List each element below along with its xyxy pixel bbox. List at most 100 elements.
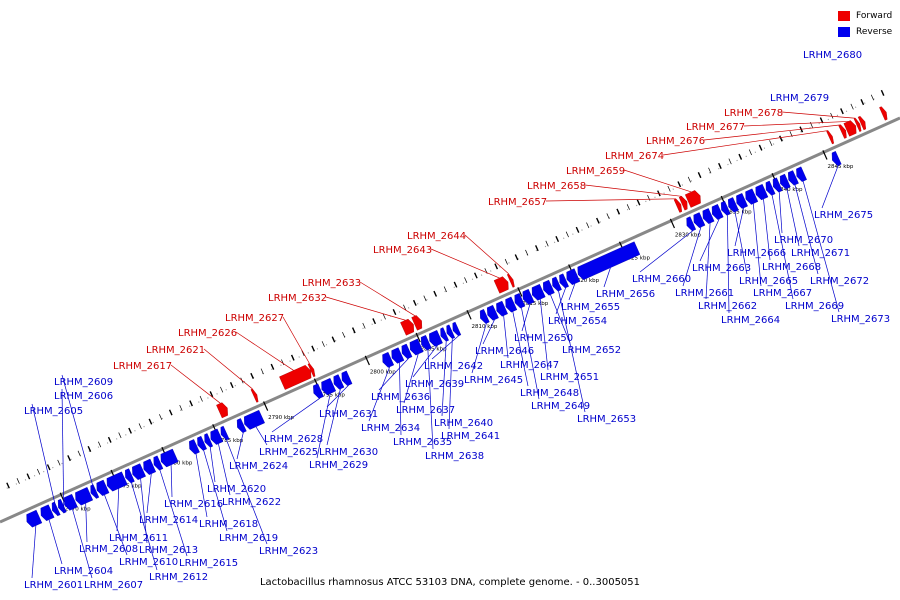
gene-label-lrhm_2635[interactable]: LRHM_2635: [393, 437, 452, 448]
gene-label-lrhm_2609[interactable]: LRHM_2609: [54, 377, 113, 388]
reverse-gene-lrhm_2604[interactable]: [40, 504, 55, 522]
gene-label-lrhm_2605[interactable]: LRHM_2605: [24, 406, 83, 417]
reverse-gene-lrhm_2614[interactable]: [143, 458, 157, 475]
gene-label-lrhm_2643[interactable]: LRHM_2643: [373, 245, 432, 256]
gene-label-lrhm_2649[interactable]: LRHM_2649: [531, 401, 590, 412]
reverse-gene-lrhm_2620[interactable]: [204, 433, 214, 448]
gene-label-lrhm_2654[interactable]: LRHM_2654: [548, 316, 607, 327]
gene-label-lrhm_2619[interactable]: LRHM_2619: [219, 533, 278, 544]
gene-label-lrhm_2672[interactable]: LRHM_2672: [810, 276, 869, 287]
reverse-gene-lrhm_2671[interactable]: [779, 173, 791, 190]
gene-label-lrhm_2677[interactable]: LRHM_2677: [686, 122, 745, 133]
reverse-gene-lrhm_2637[interactable]: [409, 338, 424, 356]
gene-label-lrhm_2680[interactable]: LRHM_2680: [803, 50, 862, 61]
gene-label-lrhm_2667[interactable]: LRHM_2667: [753, 288, 812, 299]
reverse-gene-lrhm_2673[interactable]: [796, 166, 807, 182]
forward-gene-lrhm_2633[interactable]: [411, 315, 423, 331]
reverse-gene-lrhm_2660[interactable]: [686, 216, 697, 232]
gene-label-lrhm_2647[interactable]: LRHM_2647: [500, 360, 559, 371]
gene-label-lrhm_2607[interactable]: LRHM_2607: [84, 580, 143, 591]
reverse-gene-lrhm_2618[interactable]: [189, 439, 200, 455]
reverse-gene-lrhm_2650[interactable]: [522, 288, 535, 305]
forward-gene-lrhm_2674[interactable]: [826, 130, 835, 145]
gene-label-lrhm_2669[interactable]: LRHM_2669: [785, 301, 844, 312]
gene-label-lrhm_2638[interactable]: LRHM_2638: [425, 451, 484, 462]
gene-label-lrhm_2630[interactable]: LRHM_2630: [319, 447, 378, 458]
gene-label-lrhm_2628[interactable]: LRHM_2628: [264, 434, 323, 445]
reverse-gene-lrhm_2662[interactable]: [702, 208, 715, 224]
gene-label-lrhm_2620[interactable]: LRHM_2620: [207, 484, 266, 495]
reverse-gene-lrhm_2663[interactable]: [711, 204, 724, 220]
reverse-gene-lrhm_2670[interactable]: [772, 177, 783, 193]
gene-label-lrhm_2670[interactable]: LRHM_2670: [774, 235, 833, 246]
gene-label-lrhm_2663[interactable]: LRHM_2663: [692, 263, 751, 274]
reverse-gene-lrhm_2619[interactable]: [197, 435, 207, 451]
reverse-gene-lrhm_2634[interactable]: [382, 351, 395, 368]
forward-gene-lrhm_2617[interactable]: [216, 402, 228, 419]
reverse-gene-lrhm_2661[interactable]: [693, 212, 706, 229]
gene-label-lrhm_2664[interactable]: LRHM_2664: [721, 315, 780, 326]
reverse-gene-lrhm_2624[interactable]: [236, 418, 247, 433]
gene-label-lrhm_2678[interactable]: LRHM_2678: [724, 108, 783, 119]
reverse-gene-lrhm_2647[interactable]: [496, 300, 508, 317]
gene-label-lrhm_2623[interactable]: LRHM_2623: [259, 546, 318, 557]
reverse-gene-lrhm_2667[interactable]: [745, 188, 759, 205]
gene-label-lrhm_2660[interactable]: LRHM_2660: [632, 274, 691, 285]
gene-label-lrhm_2666[interactable]: LRHM_2666: [727, 248, 786, 259]
gene-label-lrhm_2611[interactable]: LRHM_2611: [109, 533, 168, 544]
reverse-gene-lrhm_2664[interactable]: [720, 200, 731, 216]
gene-label-lrhm_2645[interactable]: LRHM_2645: [464, 375, 523, 386]
gene-label-lrhm_2624[interactable]: LRHM_2624: [229, 461, 288, 472]
reverse-gene-lrhm_2601[interactable]: [26, 509, 43, 528]
reverse-gene-lrhm_2642[interactable]: [452, 321, 462, 337]
gene-label-lrhm_2601[interactable]: LRHM_2601: [24, 580, 83, 591]
reverse-gene-lrhm_2640[interactable]: [440, 327, 449, 342]
forward-gene-lrhm_2626[interactable]: [279, 364, 312, 390]
gene-label-lrhm_2632[interactable]: LRHM_2632: [268, 293, 327, 304]
gene-label-lrhm_2659[interactable]: LRHM_2659: [566, 166, 625, 177]
gene-label-lrhm_2662[interactable]: LRHM_2662: [698, 301, 757, 312]
gene-label-lrhm_2608[interactable]: LRHM_2608: [79, 544, 138, 555]
gene-label-lrhm_2653[interactable]: LRHM_2653: [577, 414, 636, 425]
gene-label-lrhm_2629[interactable]: LRHM_2629: [309, 460, 368, 471]
reverse-gene-lrhm_2607[interactable]: [63, 493, 78, 511]
gene-label-lrhm_2618[interactable]: LRHM_2618: [199, 519, 258, 530]
reverse-gene-lrhm_2638[interactable]: [420, 335, 432, 351]
gene-label-lrhm_2674[interactable]: LRHM_2674: [605, 151, 664, 162]
gene-label-lrhm_2644[interactable]: LRHM_2644: [407, 231, 466, 242]
reverse-gene-lrhm_2610[interactable]: [96, 479, 110, 496]
gene-label-lrhm_2671[interactable]: LRHM_2671: [791, 248, 850, 259]
gene-label-lrhm_2658[interactable]: LRHM_2658: [527, 181, 586, 192]
forward-gene-lrhm_2621[interactable]: [250, 388, 259, 403]
gene-label-lrhm_2634[interactable]: LRHM_2634: [361, 423, 420, 434]
reverse-gene-lrhm_2625[interactable]: [243, 409, 265, 430]
gene-label-lrhm_2625[interactable]: LRHM_2625: [259, 447, 318, 458]
reverse-gene-lrhm_2631[interactable]: [341, 370, 353, 386]
gene-label-lrhm_2622[interactable]: LRHM_2622: [222, 497, 281, 508]
reverse-gene-lrhm_2613[interactable]: [132, 463, 146, 481]
forward-gene-lrhm_2632[interactable]: [400, 318, 415, 336]
reverse-gene-lrhm_2635[interactable]: [391, 347, 405, 364]
gene-label-lrhm_2642[interactable]: LRHM_2642: [424, 361, 483, 372]
gene-label-lrhm_2651[interactable]: LRHM_2651: [540, 372, 599, 383]
reverse-gene-lrhm_2623[interactable]: [220, 425, 230, 441]
forward-gene-lrhm_2659[interactable]: [684, 190, 701, 208]
gene-label-lrhm_2615[interactable]: LRHM_2615: [179, 558, 238, 569]
reverse-gene-lrhm_2665[interactable]: [727, 197, 739, 213]
reverse-gene-lrhm_2646[interactable]: [486, 304, 499, 321]
gene-label-lrhm_2621[interactable]: LRHM_2621: [146, 345, 205, 356]
gene-label-lrhm_2631[interactable]: LRHM_2631: [319, 409, 378, 420]
reverse-gene-lrhm_2641[interactable]: [446, 324, 456, 339]
reverse-gene-lrhm_2622[interactable]: [210, 428, 224, 445]
reverse-gene-lrhm_2672[interactable]: [787, 170, 799, 186]
gene-label-lrhm_2655[interactable]: LRHM_2655: [561, 302, 620, 313]
gene-label-lrhm_2613[interactable]: LRHM_2613: [139, 545, 198, 556]
forward-gene-lrhm_2679[interactable]: [857, 115, 867, 131]
reverse-gene-lrhm_2651[interactable]: [531, 283, 546, 301]
gene-label-lrhm_2661[interactable]: LRHM_2661: [675, 288, 734, 299]
gene-label-lrhm_2616[interactable]: LRHM_2616: [164, 499, 223, 510]
gene-label-lrhm_2606[interactable]: LRHM_2606: [54, 391, 113, 402]
reverse-gene-lrhm_2675[interactable]: [831, 151, 842, 166]
gene-label-lrhm_2650[interactable]: LRHM_2650: [514, 333, 573, 344]
gene-label-lrhm_2639[interactable]: LRHM_2639: [405, 379, 464, 390]
